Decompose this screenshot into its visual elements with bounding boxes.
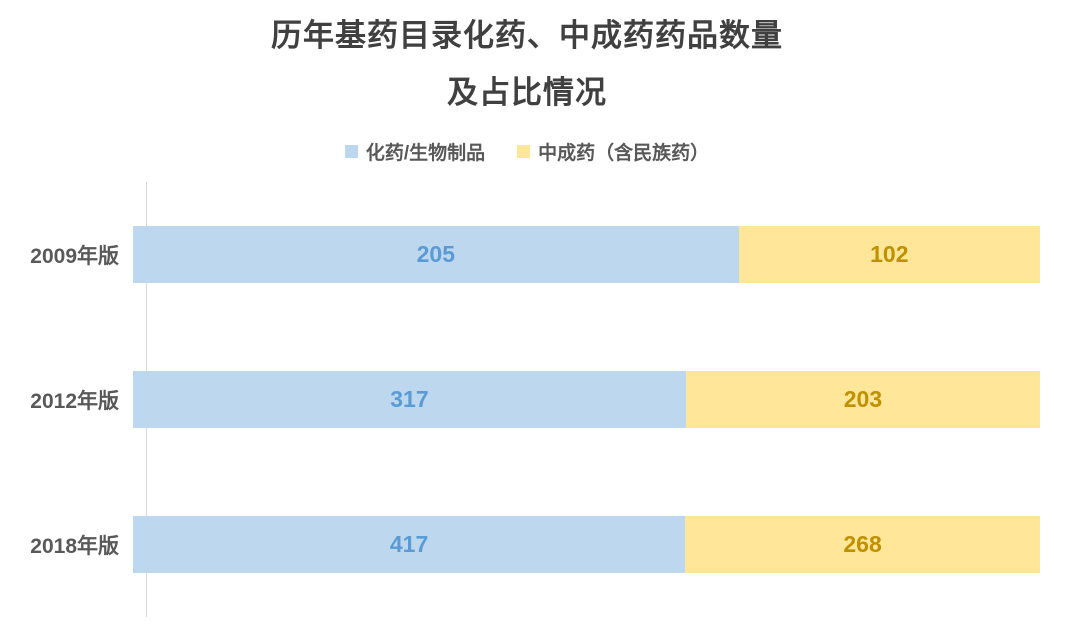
chart-title-line2: 及占比情况 — [447, 75, 607, 110]
bar-segment-tcm: 102 — [738, 226, 1040, 283]
bar-segment-tcm: 203 — [685, 371, 1040, 428]
legend-item: 化药/生物制品 — [344, 139, 486, 164]
chart-row: 2018年版 417 268 — [0, 472, 1040, 617]
chart-title-line1: 历年基药目录化药、中成药药品数量 — [271, 18, 783, 53]
chart-title: 历年基药目录化药、中成药药品数量 及占比情况 — [0, 7, 1054, 121]
category-label: 2009年版 — [30, 244, 119, 268]
bar-segment-tcm: 268 — [685, 516, 1040, 573]
bar-segment-chem: 205 — [133, 226, 739, 283]
bar-segment-chem: 317 — [133, 371, 686, 428]
chart-row: 2012年版 317 203 — [0, 327, 1040, 472]
legend-item: 中成药（含民族药） — [517, 139, 710, 164]
legend-label: 化药/生物制品 — [365, 142, 486, 164]
legend-swatch-icon — [344, 144, 358, 158]
bar-segment-chem: 417 — [133, 516, 686, 573]
category-label: 2012年版 — [30, 389, 119, 413]
chart-row: 2009年版 205 102 — [0, 182, 1040, 327]
stacked-bar: 417 268 — [133, 516, 1040, 573]
category-label: 2018年版 — [30, 534, 119, 558]
stacked-bar: 205 102 — [133, 226, 1040, 283]
legend-swatch-icon — [517, 144, 531, 158]
legend: 化药/生物制品 中成药（含民族药） — [0, 139, 1054, 164]
legend-label: 中成药（含民族药） — [538, 142, 710, 164]
bar-rows: 2009年版 205 102 2012年版 317 203 2018年版 417 268 — [0, 182, 1040, 617]
stacked-bar: 317 203 — [133, 371, 1040, 428]
